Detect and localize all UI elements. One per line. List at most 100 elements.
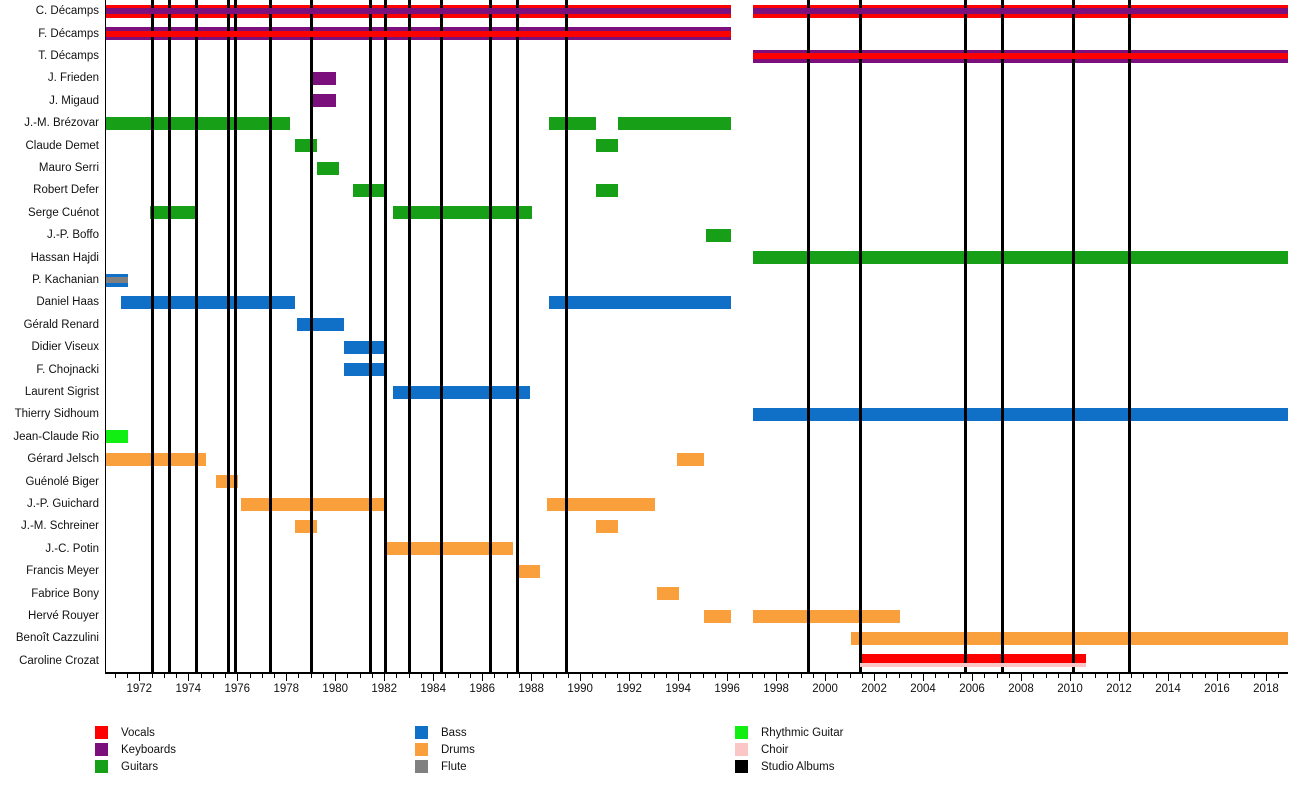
x-axis-tick <box>1192 672 1194 678</box>
x-axis-tick <box>1167 672 1169 681</box>
x-axis-tick <box>739 672 741 678</box>
row-label: J.-C. Potin <box>45 542 99 555</box>
x-axis-tick <box>629 672 631 681</box>
row-label: J.-M. Brézovar <box>24 117 99 130</box>
row-label: Caroline Crozat <box>19 654 99 667</box>
x-axis-tick-label: 2014 <box>1155 683 1181 695</box>
x-axis-tick <box>347 672 349 678</box>
x-axis-tick <box>286 672 288 681</box>
legend: Vocals Keyboards Guitars Bass Drums Flute Rhyt… <box>0 712 1300 800</box>
row-label: T. Décamps <box>38 50 99 62</box>
x-axis-tick <box>433 672 435 681</box>
x-axis-tick <box>127 672 129 678</box>
studio-album-marker <box>964 0 968 672</box>
x-axis-tick <box>972 672 974 681</box>
x-axis-tick <box>335 672 337 681</box>
x-axis-tick <box>665 672 667 678</box>
x-axis-tick <box>678 672 680 681</box>
row-label: Gérard Jelsch <box>27 453 99 466</box>
x-axis-tick <box>653 672 655 678</box>
studio-album-marker <box>369 0 373 672</box>
x-axis-tick <box>1241 672 1243 678</box>
x-axis-tick <box>812 672 814 678</box>
row-label: J.-P. Guichard <box>26 498 99 510</box>
x-axis-tick <box>910 672 912 678</box>
x-axis-tick-label: 1986 <box>469 683 495 695</box>
x-axis-tick <box>1253 672 1255 678</box>
row-label: Didier Viseux <box>31 341 99 354</box>
row-label: P. Kachanian <box>32 274 99 286</box>
studio-album-marker <box>268 0 272 672</box>
studio-album-marker <box>383 0 387 672</box>
studio-album-marker <box>226 0 230 672</box>
legend-item[interactable]: Rhythmic Guitar <box>735 724 843 741</box>
x-axis-tick <box>727 672 729 681</box>
legend-item[interactable]: Studio Albums <box>735 758 843 775</box>
x-axis-tick <box>322 672 324 678</box>
legend-item[interactable]: Choir <box>735 741 843 758</box>
timeline-bar <box>752 53 1288 59</box>
x-axis-tick <box>518 672 520 678</box>
row-label: Hassan Hajdi <box>30 251 99 264</box>
x-axis-tick <box>200 672 202 678</box>
x-axis-tick-label: 2008 <box>1008 683 1034 695</box>
x-axis-tick-label: 1994 <box>665 683 691 695</box>
x-axis-tick <box>1131 672 1133 678</box>
plot-area <box>105 0 1288 672</box>
studio-album-marker <box>408 0 412 672</box>
x-axis-tick <box>212 672 214 678</box>
timeline-bar <box>617 116 731 130</box>
x-axis-tick <box>420 672 422 678</box>
x-axis-tick <box>1119 672 1120 681</box>
legend-item[interactable]: Keyboards <box>95 741 176 758</box>
legend-label: Drums <box>441 743 475 756</box>
x-axis-tick <box>176 672 178 678</box>
timeline-bar <box>385 542 513 556</box>
x-axis-tick <box>800 672 802 678</box>
x-axis-tick <box>996 672 998 678</box>
legend-swatch-choir <box>735 743 748 756</box>
x-axis-tick <box>114 672 116 678</box>
legend-swatch-drums <box>415 743 428 756</box>
studio-album-marker <box>151 0 155 672</box>
timeline-bar <box>294 519 317 533</box>
studio-album-marker <box>310 0 314 672</box>
x-axis-tick <box>506 672 508 678</box>
x-axis-tick <box>1057 672 1059 678</box>
x-axis-tick-label: 2016 <box>1204 683 1230 695</box>
row-label: Robert Defer <box>33 184 99 197</box>
x-axis-tick <box>616 672 618 678</box>
x-axis-tick-label: 1978 <box>273 683 300 695</box>
x-axis-tick <box>445 672 447 678</box>
timeline-bar <box>752 251 1288 265</box>
legend-item[interactable]: Flute <box>415 758 475 775</box>
legend-swatch-bass <box>415 726 428 739</box>
timeline-bar <box>106 8 731 15</box>
x-axis-tick-label: 1976 <box>224 683 251 695</box>
x-axis-tick <box>788 672 790 678</box>
x-axis-tick <box>384 672 386 681</box>
legend-swatch-vocals <box>95 726 108 739</box>
timeline-bar <box>706 228 731 242</box>
legend-item[interactable]: Bass <box>415 724 475 741</box>
x-axis-tick <box>604 672 606 678</box>
studio-album-marker <box>1128 0 1132 672</box>
x-axis-tick <box>396 672 398 678</box>
x-axis-tick-label: 2018 <box>1253 683 1279 695</box>
x-axis-tick <box>825 672 827 681</box>
x-axis-tick <box>751 672 753 678</box>
x-axis-tick <box>580 672 582 681</box>
legend-item[interactable]: Guitars <box>95 758 176 775</box>
legend-item[interactable]: Drums <box>415 741 475 758</box>
timeline-bar <box>860 663 1086 668</box>
legend-item[interactable]: Vocals <box>95 724 176 741</box>
row-label: Benoît Cazzulini <box>15 632 99 645</box>
x-axis-tick <box>1021 672 1023 681</box>
x-axis-tick <box>494 672 496 678</box>
legend-swatch-keyboards <box>95 743 108 756</box>
studio-album-marker <box>1071 0 1075 672</box>
x-axis-tick <box>139 672 141 681</box>
x-axis-tick <box>886 672 888 678</box>
studio-album-marker <box>858 0 862 672</box>
studio-album-marker <box>234 0 238 672</box>
